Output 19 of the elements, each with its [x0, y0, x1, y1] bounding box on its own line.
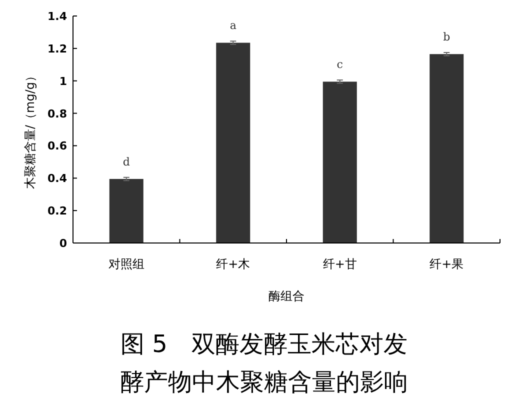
y-tick-label: 0.6	[48, 140, 68, 153]
x-axis-title: 酶组合	[268, 289, 304, 303]
x-tick-label: 对照组	[108, 257, 144, 271]
y-tick-label: 1.4	[48, 10, 68, 23]
x-tick-label: 纤+木	[216, 257, 250, 271]
y-tick-label: 0	[59, 237, 68, 250]
annotation: b	[443, 30, 450, 44]
annotation: d	[122, 155, 130, 168]
y-tick-label: 0.4	[48, 172, 68, 186]
y-tick-label: 1.2	[48, 42, 67, 56]
y-axis-title: 木聚糖含量/（mg/g）	[23, 70, 37, 190]
y-tick-label: 0.2	[48, 204, 67, 218]
y-tick-label: 0.8	[48, 107, 67, 120]
y-tick-label: 1	[59, 74, 67, 88]
annotation: a	[230, 19, 237, 32]
text: 图 5 双酶发酵玉米芯对发酵产物中木聚糖含量的影响	[120, 330, 408, 396]
annotation: c	[336, 58, 343, 72]
x-tick-label: 纤+甘	[322, 257, 357, 271]
x-tick-label: 纤+果	[430, 257, 464, 271]
